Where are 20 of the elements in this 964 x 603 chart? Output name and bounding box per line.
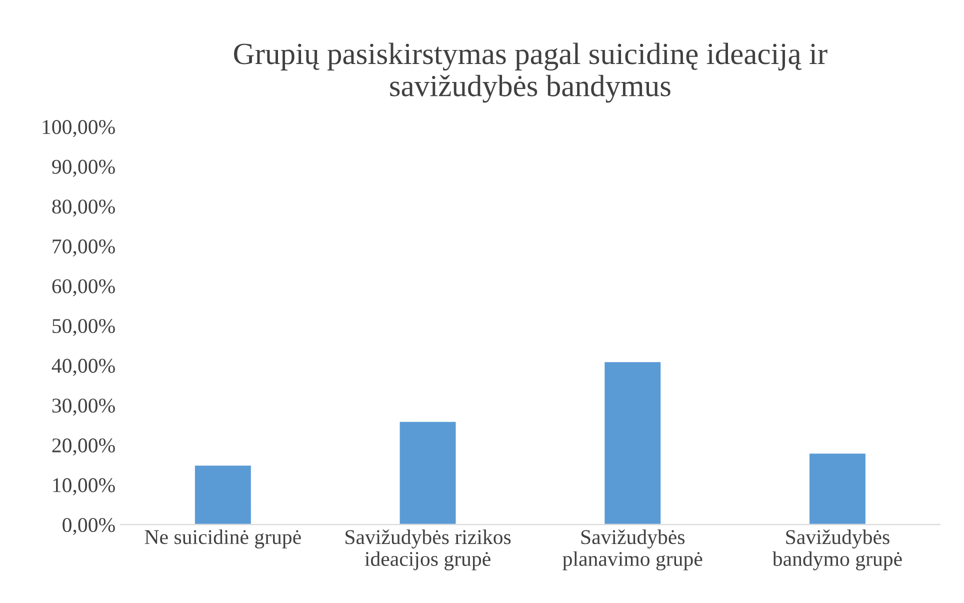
y-tick-label: 40,00% bbox=[52, 358, 115, 376]
y-tick-label: 90,00% bbox=[52, 160, 115, 177]
x-tick-label: Ne suicidinė grupė bbox=[144, 529, 301, 548]
y-tick-label: 30,00% bbox=[52, 398, 115, 416]
y-tick-label: 80,00% bbox=[52, 200, 115, 217]
y-tick-label: 60,00% bbox=[52, 279, 115, 296]
chart-title: Grupių pasiskirstymas pagal suicidinę ideaciją ir savižudybės bandymus bbox=[234, 42, 828, 103]
bar bbox=[194, 464, 252, 525]
bar bbox=[603, 360, 662, 525]
y-tick-label: 50,00% bbox=[52, 318, 115, 336]
x-tick-label: Savižudybės planavimo grupė bbox=[562, 529, 702, 570]
y-tick-label: 70,00% bbox=[52, 239, 115, 256]
x-tick-label: Savižudybės bandymo grupė bbox=[772, 529, 902, 570]
y-tick-label: 0,00% bbox=[62, 518, 115, 536]
bar bbox=[808, 452, 867, 525]
x-tick-label: Savižudybės rizikos ideacijos grupė bbox=[346, 529, 511, 570]
bar bbox=[398, 420, 458, 525]
y-tick-label: 20,00% bbox=[52, 438, 115, 456]
y-tick-label: 100,00% bbox=[42, 120, 115, 138]
y-tick-label: 10,00% bbox=[53, 478, 115, 496]
